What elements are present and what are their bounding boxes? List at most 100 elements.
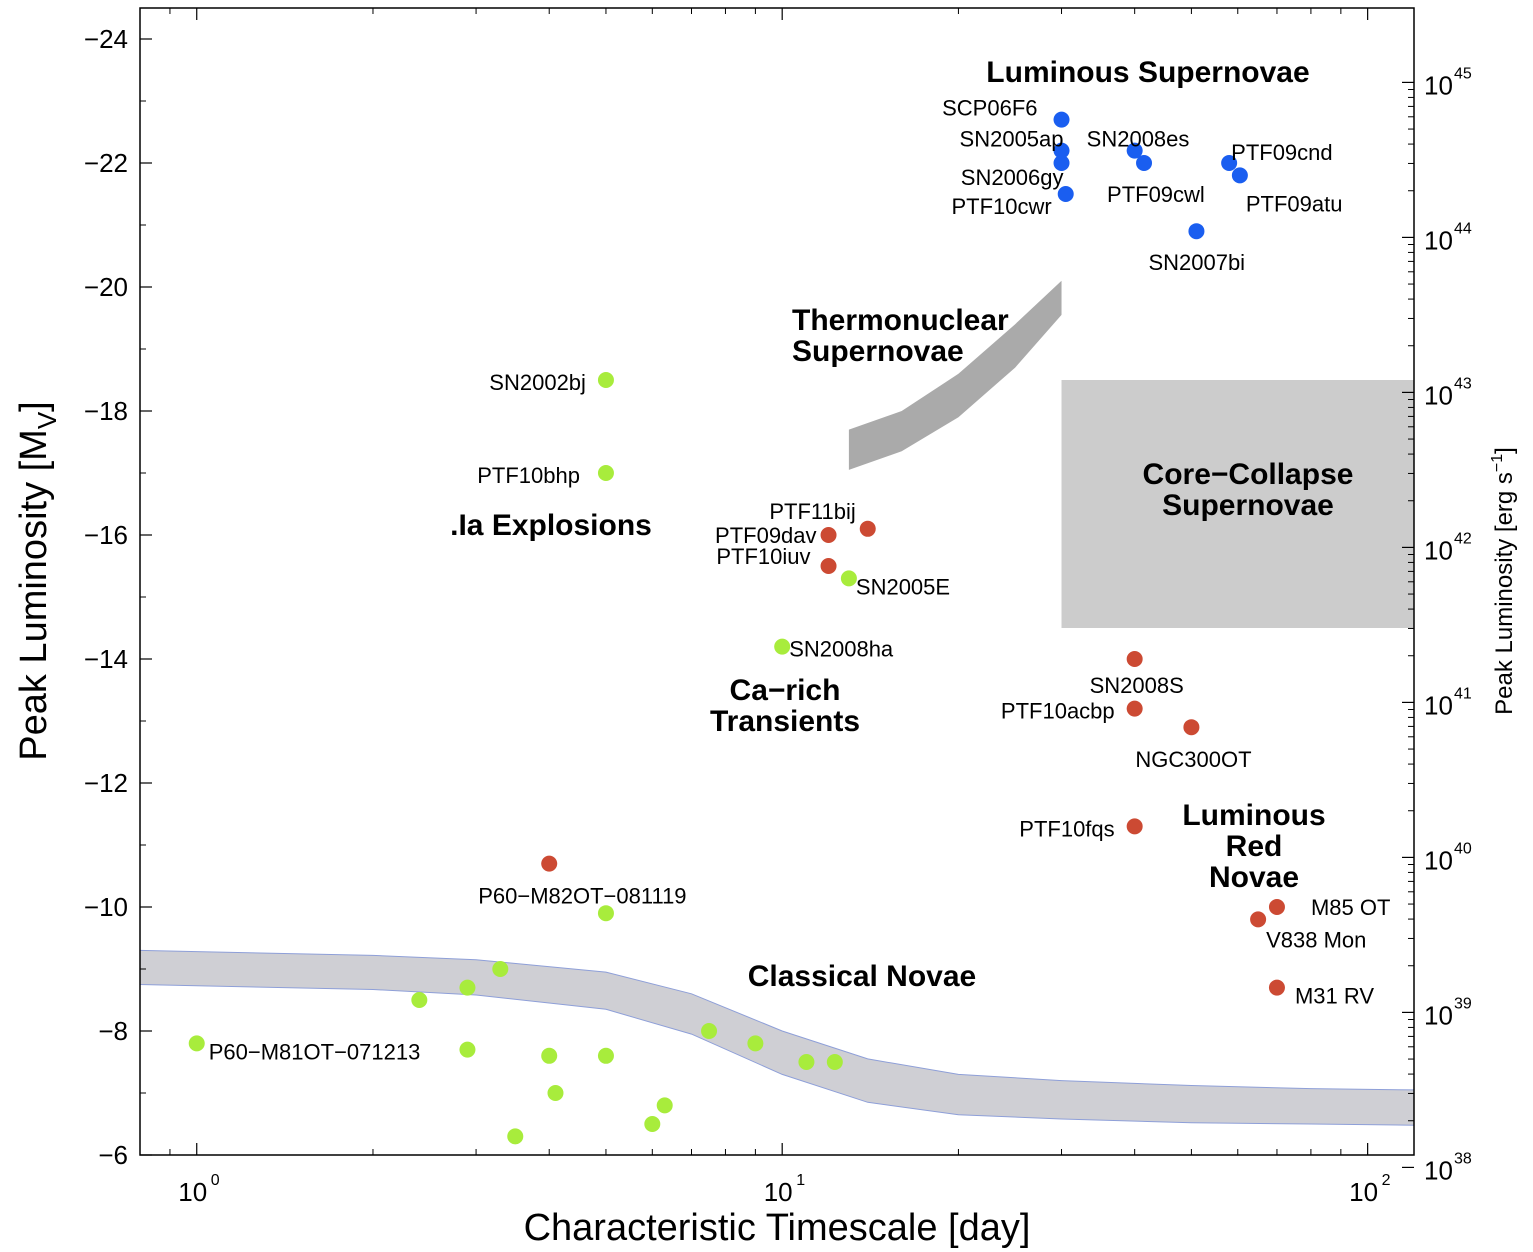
classical-novae-label: Classical Novae: [748, 960, 976, 993]
y-tick-label: −18: [84, 396, 128, 426]
data-point-s2-p10: [541, 1047, 558, 1064]
point-label: V838 Mon: [1266, 927, 1366, 952]
data-point-ptf11bij: [859, 520, 876, 537]
point-label: PTF10iuv: [716, 544, 810, 569]
x-tick-exponent: 1: [796, 1172, 805, 1189]
right-tick-label: 10: [1424, 535, 1453, 565]
right-tick-exponent: 38: [1454, 1150, 1472, 1167]
y-tick-label: −8: [98, 1016, 128, 1046]
data-point-s2-p4: [597, 905, 614, 922]
data-point-s2-p6: [411, 992, 428, 1008]
data-point-ptf10cwr: [1057, 186, 1074, 202]
data-point-sn2008es: [1126, 142, 1143, 159]
thermonuclear-band: [848, 280, 1062, 470]
point-label: PTF11bij: [769, 499, 855, 524]
data-point-s2-p16: [701, 1023, 718, 1039]
core-collapse-label: Supernovae: [1162, 489, 1334, 522]
point-label: SN2006gy: [961, 165, 1064, 190]
point-label: PTF09cwl: [1107, 182, 1205, 207]
point-label: SN2008S: [1090, 673, 1184, 698]
data-point-s2-p8: [492, 961, 509, 977]
right-tick-label: 10: [1424, 380, 1453, 410]
right-tick-label: 10: [1424, 845, 1453, 875]
point-label: SN2005ap: [960, 127, 1064, 152]
right-tick-exponent: 42: [1454, 530, 1472, 547]
x-tick-label: 10: [178, 1177, 207, 1207]
right-tick-exponent: 40: [1454, 840, 1472, 857]
y-tick-label: −10: [84, 892, 128, 922]
luminous-red-novae-label: Luminous: [1182, 799, 1325, 832]
data-point-sn2007bi: [1188, 223, 1205, 240]
right-tick-exponent: 39: [1454, 995, 1472, 1012]
data-point-sn2002bj: [597, 372, 614, 388]
point-label: M31 RV: [1295, 984, 1374, 1009]
point-label: PTF09atu: [1246, 191, 1343, 216]
data-point-p60−m81ot−071213: [188, 1035, 205, 1052]
ia-explosions-label: .Ia Explosions: [450, 509, 652, 542]
data-point-sn2008ha: [774, 638, 791, 655]
right-tick-label: 10: [1424, 1155, 1453, 1185]
x-tick-exponent: 0: [211, 1172, 220, 1189]
point-label: NGC300OT: [1135, 747, 1251, 772]
point-label: P60−M81OT−071213: [209, 1039, 421, 1064]
right-tick-label: 10: [1424, 690, 1453, 720]
point-label: SN2007bi: [1148, 250, 1245, 275]
point-label: SN2002bj: [489, 370, 586, 395]
y-tick-label: −6: [98, 1140, 128, 1170]
right-tick-label: 10: [1424, 1000, 1453, 1030]
x-tick-label: 10: [1349, 1177, 1378, 1207]
labels-layer: SCP06F6 SN2005ap SN2006gy PTF10cwr SN2008es P…: [209, 56, 1391, 1064]
right-tick-exponent: 41: [1454, 685, 1472, 702]
data-point-ptf10bhp: [597, 465, 614, 481]
y-tick-label: −14: [84, 644, 128, 674]
ca-rich-label: Transients: [710, 705, 860, 738]
right-tick-exponent: 44: [1454, 220, 1472, 237]
point-label: SN2005E: [856, 574, 950, 599]
data-point-s2-p17: [747, 1035, 764, 1052]
data-point-p60−m82ot−081119: [541, 855, 558, 872]
y-axis-title: Peak Luminosity [MV]: [13, 401, 62, 760]
y-tick-label: −12: [84, 768, 128, 798]
luminous-red-novae-label: Novae: [1209, 861, 1299, 894]
y-tick-label: −20: [84, 272, 128, 302]
point-label: PTF10bhp: [477, 463, 580, 488]
data-point-m31-rv: [1268, 979, 1285, 996]
data-point-s2-p13: [507, 1128, 524, 1145]
right-tick-exponent: 45: [1454, 65, 1472, 82]
x-tick-exponent: 2: [1382, 1172, 1391, 1189]
data-point-s2-p14: [644, 1116, 661, 1132]
data-point-s2-p18: [798, 1054, 815, 1070]
data-point-scp06f6: [1053, 111, 1070, 128]
data-point-s2-p7: [459, 979, 476, 996]
data-point-v838-mon: [1250, 911, 1267, 928]
point-label: PTF10cwr: [951, 194, 1051, 219]
data-point-sn2005e: [840, 570, 857, 587]
data-point-s2-p12: [547, 1085, 564, 1101]
point-label: PTF10fqs: [1019, 816, 1114, 841]
data-point-s2-p11: [597, 1047, 614, 1064]
point-label: SN2008ha: [789, 637, 894, 662]
core-collapse-label: Core−Collapse: [1143, 458, 1354, 491]
data-point-sn2005ap: [1053, 142, 1070, 159]
right-tick-label: 10: [1424, 70, 1453, 100]
data-point-ptf10fqs: [1126, 818, 1143, 835]
y-tick-label: −24: [84, 24, 128, 54]
data-point-s2-p15: [656, 1097, 673, 1114]
luminous-supernovae-label: Luminous Supernovae: [986, 56, 1309, 89]
data-point-s2-p9: [459, 1041, 476, 1058]
data-point-ptf09cnd: [1221, 155, 1238, 171]
data-point-sn2006gy: [1053, 155, 1070, 171]
luminous-red-novae-label: Red: [1226, 830, 1283, 863]
data-point-ptf10acbp: [1126, 700, 1143, 717]
data-point-ptf09cwl: [1136, 155, 1153, 171]
point-label: M85 OT: [1311, 895, 1390, 920]
thermonuclear-label: Thermonuclear: [792, 304, 1009, 337]
y-tick-label: −22: [84, 148, 128, 178]
right-tick-exponent: 43: [1454, 375, 1472, 392]
data-point-ptf09atu: [1231, 167, 1248, 184]
thermonuclear-label: Supernovae: [792, 335, 964, 368]
data-point-m85-ot: [1268, 899, 1285, 915]
x-tick-label: 10: [764, 1177, 793, 1207]
